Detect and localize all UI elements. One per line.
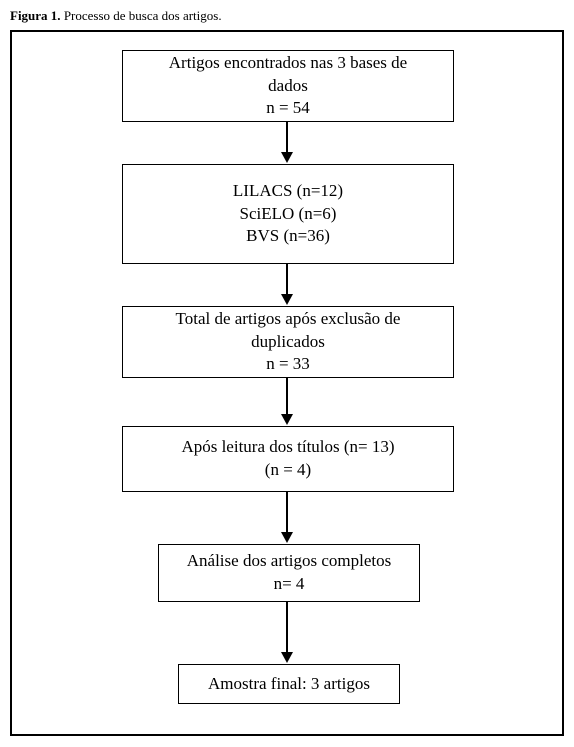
box-line: Artigos encontrados nas 3 bases de	[169, 52, 407, 75]
arrow-3	[281, 378, 293, 425]
box-line: Após leitura dos títulos (n= 13)	[181, 436, 394, 459]
box-line: n = 33	[266, 353, 310, 376]
box-line: Amostra final: 3 artigos	[208, 673, 370, 696]
caption-text: Processo de busca dos artigos.	[61, 8, 222, 23]
box-line: Análise dos artigos completos	[187, 550, 391, 573]
arrow-1	[281, 122, 293, 163]
box-line: dados	[268, 75, 308, 98]
box-after-duplicates: Total de artigos após exclusão deduplica…	[122, 306, 454, 378]
box-line: LILACS (n=12)	[233, 180, 343, 203]
arrow-5	[281, 602, 293, 663]
box-fulltext-analysis: Análise dos artigos completosn= 4	[158, 544, 420, 602]
figure-caption: Figura 1. Processo de busca dos artigos.	[10, 8, 564, 24]
box-line: n= 4	[274, 573, 305, 596]
box-line: BVS (n=36)	[246, 225, 330, 248]
box-line: SciELO (n=6)	[240, 203, 337, 226]
box-line: duplicados	[251, 331, 325, 354]
box-line: (n = 4)	[265, 459, 311, 482]
box-final-sample: Amostra final: 3 artigos	[178, 664, 400, 704]
arrow-2	[281, 264, 293, 305]
arrow-4	[281, 492, 293, 543]
box-found-articles: Artigos encontrados nas 3 bases dedadosn…	[122, 50, 454, 122]
box-after-titles: Após leitura dos títulos (n= 13)(n = 4)	[122, 426, 454, 492]
flowchart-frame: Artigos encontrados nas 3 bases dedadosn…	[10, 30, 564, 736]
caption-label: Figura 1.	[10, 8, 61, 23]
box-databases: LILACS (n=12)SciELO (n=6)BVS (n=36)	[122, 164, 454, 264]
box-line: Total de artigos após exclusão de	[176, 308, 401, 331]
box-line: n = 54	[266, 97, 310, 120]
